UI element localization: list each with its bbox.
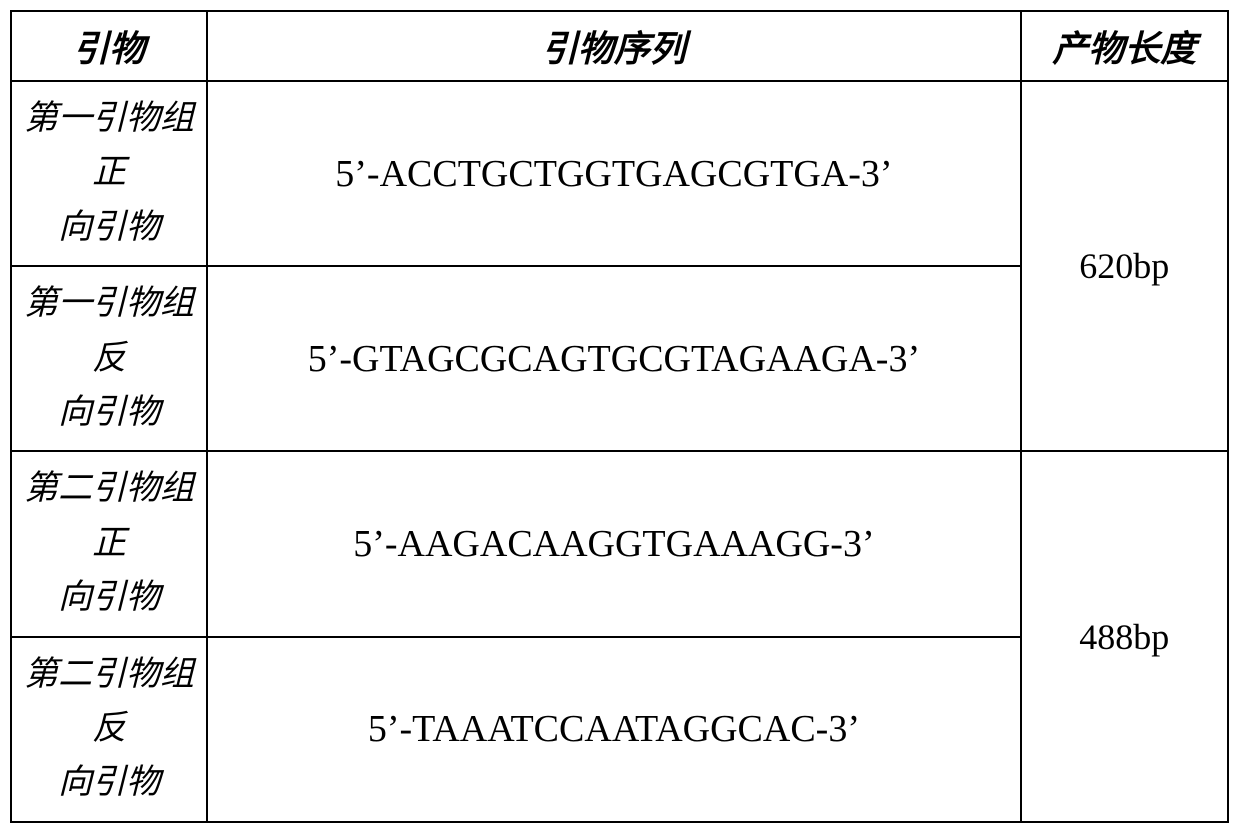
header-row: 引物 引物序列 产物长度 — [11, 11, 1228, 81]
primer-label-cell: 第二引物组反 向引物 — [11, 637, 207, 822]
primer-table: 引物 引物序列 产物长度 第一引物组正 向引物 5’-ACCTGCTGGTGAG… — [10, 10, 1229, 823]
primer-label-line2: 向引物 — [58, 764, 160, 801]
table-row: 第一引物组正 向引物 5’-ACCTGCTGGTGAGCGTGA-3’ 620b… — [11, 81, 1228, 266]
primer-label-cell: 第一引物组反 向引物 — [11, 266, 207, 451]
primer-label-line2: 向引物 — [58, 394, 160, 431]
header-primer: 引物 — [11, 11, 207, 81]
header-sequence: 引物序列 — [207, 11, 1020, 81]
sequence-cell: 5’-GTAGCGCAGTGCGTAGAAGA-3’ — [207, 266, 1020, 451]
primer-label-line1: 第一引物组反 — [24, 285, 194, 376]
product-cell: 488bp — [1021, 451, 1228, 821]
sequence-cell: 5’-AAGACAAGGTGAAAGG-3’ — [207, 451, 1020, 636]
header-product: 产物长度 — [1021, 11, 1228, 81]
primer-label-cell: 第二引物组正 向引物 — [11, 451, 207, 636]
product-cell: 620bp — [1021, 81, 1228, 451]
primer-label-line2: 向引物 — [58, 209, 160, 246]
table-row: 第二引物组正 向引物 5’-AAGACAAGGTGAAAGG-3’ 488bp — [11, 451, 1228, 636]
primer-label-line1: 第二引物组正 — [24, 470, 194, 561]
primer-label-cell: 第一引物组正 向引物 — [11, 81, 207, 266]
sequence-cell: 5’-ACCTGCTGGTGAGCGTGA-3’ — [207, 81, 1020, 266]
sequence-cell: 5’-TAAATCCAATAGGCAC-3’ — [207, 637, 1020, 822]
primer-label-line2: 向引物 — [58, 579, 160, 616]
primer-label-line1: 第二引物组反 — [24, 656, 194, 747]
primer-label-line1: 第一引物组正 — [24, 100, 194, 191]
